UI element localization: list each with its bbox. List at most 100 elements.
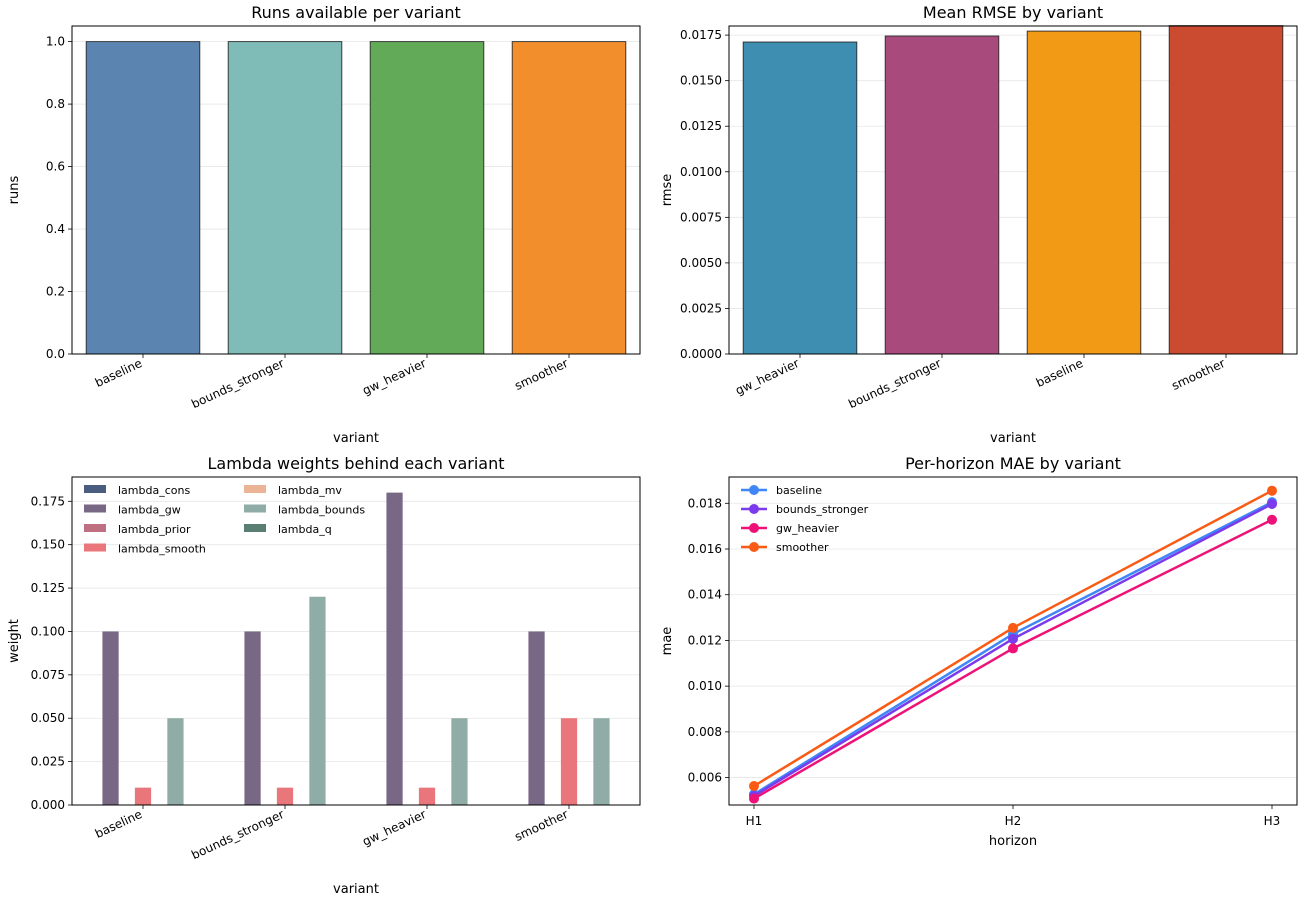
legend-label: gw_heavier (776, 522, 839, 535)
x-tick-label: gw_heavier (360, 356, 428, 398)
y-tick-label: 0.075 (31, 668, 65, 682)
legend-swatch (244, 524, 266, 532)
legend-label: lambda_bounds (278, 504, 365, 517)
y-tick-label: 0.100 (31, 624, 65, 638)
bar-lambda_bounds-baseline (167, 718, 184, 805)
bar-lambda_bounds-bounds_stronger (309, 596, 326, 805)
legend: baseline bounds_stronger gw_heaviersmoothe… (741, 484, 869, 554)
y-tick-label: 0.014 (688, 588, 722, 602)
legend-marker (749, 485, 759, 495)
bar-baseline (85, 41, 201, 355)
point-gw_heavier-H1 (749, 793, 759, 804)
axes-frame (71, 476, 641, 806)
point-bounds_stronger-H3 (1267, 498, 1277, 509)
y-tick-label: 0.6 (46, 160, 65, 174)
x-tick-label: bounds_stronger (846, 356, 943, 411)
y-tick-label: 0.150 (31, 538, 65, 552)
y-tick-label: 0.2 (46, 285, 65, 299)
x-tick-label: H2 (1005, 814, 1022, 828)
legend-marker (749, 504, 759, 514)
bar-lambda_smooth-smoother (560, 718, 578, 805)
bar-smoother (511, 41, 627, 355)
x-tick-label: baseline (1034, 356, 1085, 390)
y-tick-label: 0.025 (31, 755, 65, 769)
y-tick-label: 0.0000 (680, 347, 722, 361)
x-tick-label: bounds_stronger (189, 807, 286, 862)
bar-lambda_gw-gw_heavier (386, 492, 403, 805)
y-axis-label: rmse (660, 174, 675, 207)
point-smoother-H3 (1267, 485, 1277, 496)
legend-swatch (84, 524, 106, 532)
y-tick-label: 0.0050 (680, 256, 722, 270)
y-axis-label: weight (7, 619, 22, 663)
legend-label: lambda_smooth (118, 543, 206, 556)
x-tick-label: H1 (746, 814, 763, 828)
bar-bounds_stronger (884, 35, 1000, 355)
legend-swatch (84, 543, 106, 552)
x-axis-label: variant (333, 882, 379, 897)
legend: lambda_cons lambda_gw lambda_prior lambda_s… (84, 484, 365, 556)
bar-gw_heavier (742, 41, 858, 355)
legend-swatch (84, 485, 106, 493)
legend-label: lambda_q (278, 523, 332, 536)
legend-marker (749, 523, 759, 533)
point-gw_heavier-H3 (1267, 514, 1277, 525)
x-tick-label: baseline (93, 807, 144, 841)
y-tick-label: 0.175 (31, 494, 65, 508)
bar-smoother (1168, 25, 1284, 355)
chart-title: Runs available per variant (251, 3, 461, 22)
point-bounds_stronger-H2 (1008, 633, 1018, 644)
legend-label: baseline (776, 484, 822, 497)
y-tick-label: 0.0175 (680, 28, 722, 42)
legend-label: lambda_mv (278, 484, 342, 497)
x-axis-label: variant (990, 431, 1036, 446)
axes-frame (728, 25, 1298, 355)
x-axis-label: horizon (989, 834, 1037, 849)
point-smoother-H2 (1008, 622, 1018, 633)
x-tick-label: smoother (1169, 356, 1227, 393)
bar-lambda_bounds-gw_heavier (451, 718, 468, 805)
legend-label: lambda_prior (118, 523, 191, 536)
legend-swatch (84, 504, 106, 513)
bar-lambda_gw-baseline (102, 631, 119, 805)
y-tick-label: 0.125 (31, 581, 65, 595)
legend-label: smoother (776, 541, 829, 554)
y-axis-label: mae (660, 627, 675, 656)
y-tick-label: 0.018 (688, 496, 722, 510)
bar-gw_heavier (369, 41, 485, 355)
x-tick-label: H3 (1264, 814, 1281, 828)
chart-title: Per-horizon MAE by variant (905, 454, 1121, 473)
legend-swatch (244, 504, 266, 513)
x-tick-label: gw_heavier (360, 807, 428, 849)
axes-frame (71, 25, 641, 355)
point-smoother-H1 (749, 781, 759, 792)
y-tick-label: 0.012 (688, 633, 722, 647)
y-tick-label: 0.016 (688, 542, 722, 556)
y-tick-label: 0.4 (46, 222, 65, 236)
y-tick-label: 1.0 (46, 35, 65, 49)
legend-swatch (244, 485, 266, 493)
legend-marker (749, 542, 759, 552)
x-tick-label: smoother (512, 807, 570, 844)
line-gw_heavier (753, 518, 1273, 800)
chart-panel-1: 0.0 0.2 0.4 0.6 0.8 1.0 baseline bounds_stronge… (7, 3, 641, 446)
y-tick-label: 0.0075 (680, 210, 722, 224)
point-gw_heavier-H2 (1008, 643, 1018, 654)
y-tick-label: 0.0150 (680, 74, 722, 88)
x-tick-label: bounds_stronger (189, 356, 286, 411)
y-tick-label: 0.008 (688, 725, 722, 739)
chart-title: Mean RMSE by variant (923, 3, 1103, 22)
y-axis-label: runs (7, 175, 22, 204)
bar-baseline (1026, 30, 1142, 355)
bar-bounds_stronger (227, 41, 343, 355)
bar-lambda_smooth-baseline (134, 787, 152, 805)
x-tick-label: gw_heavier (733, 356, 801, 398)
chart-title: Lambda weights behind each variant (207, 454, 504, 473)
y-tick-label: 0.0025 (680, 301, 722, 315)
chart-panel-2: 0.0000 0.0025 0.0050 0.0075 0.0100 0.0125 0.01… (660, 3, 1298, 446)
chart-panel-4: 0.006 0.008 0.010 0.012 0.014 0.016 0.018 H1 H2 H… (660, 454, 1298, 849)
bar-lambda_gw-bounds_stronger (244, 631, 261, 805)
y-tick-label: 0.0 (46, 347, 65, 361)
y-tick-label: 0.0100 (680, 165, 722, 179)
